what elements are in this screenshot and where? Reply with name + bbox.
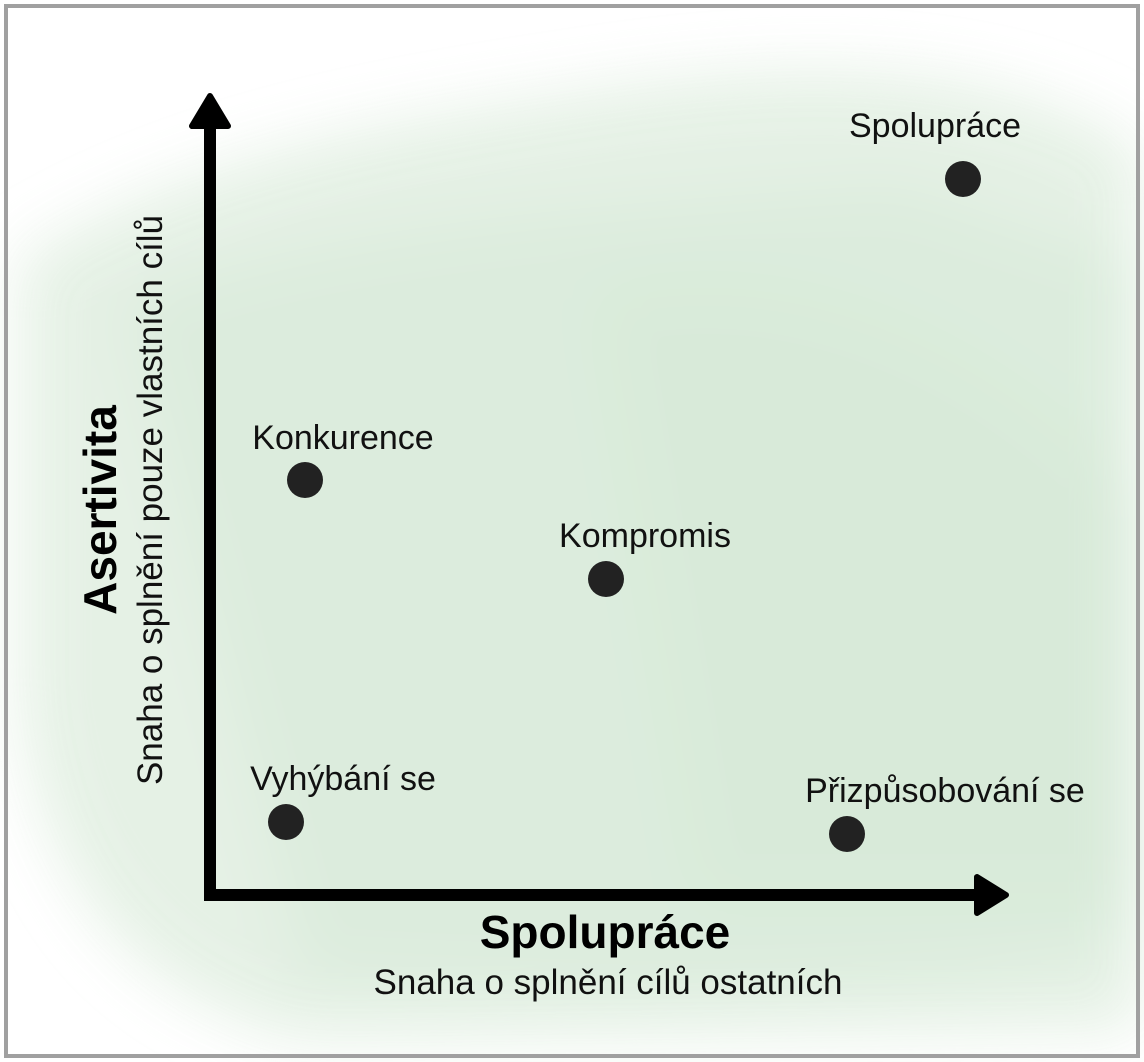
node-dot (829, 816, 865, 852)
node-label: Vyhýbání se (250, 760, 436, 798)
node-label: Přizpůsobování se (805, 772, 1085, 810)
y-arrowhead (189, 93, 231, 129)
y-axis-subtitle: Snaha o splnění pouze vlastních cílů (131, 215, 170, 785)
node-label: Kompromis (559, 517, 731, 555)
axes (189, 93, 1009, 916)
node-dot (287, 462, 323, 498)
x-axis-title: Spolupráce (480, 906, 731, 958)
node-label: Spolupráce (849, 107, 1021, 145)
node-dot (588, 561, 624, 597)
node-dot (268, 804, 304, 840)
x-axis-subtitle: Snaha o splnění cílů ostatních (374, 963, 843, 1002)
node-label: Konkurence (252, 419, 433, 457)
x-arrowhead (974, 874, 1009, 916)
y-axis-title: Asertivita (74, 405, 126, 615)
node-dot (945, 161, 981, 197)
frame (4, 4, 1140, 1058)
nodes: Spolupráce Konkurence Kompromis Vyhýbání… (250, 107, 1085, 852)
